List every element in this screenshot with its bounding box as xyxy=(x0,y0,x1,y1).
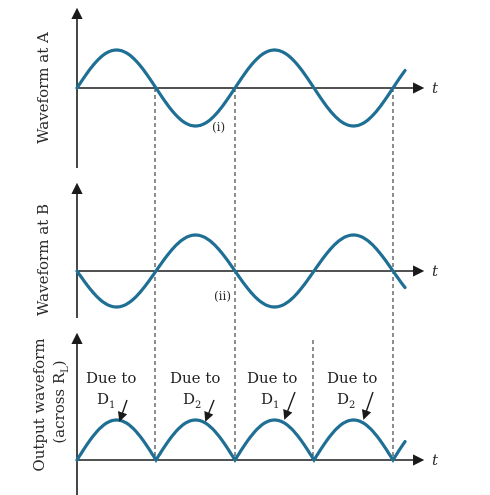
t-label-a: t xyxy=(432,79,439,97)
annotation-diode: D2 xyxy=(183,390,201,411)
marker-ii: (ii) xyxy=(214,289,231,303)
annotation-diode: D2 xyxy=(337,390,355,411)
annotation-arrow xyxy=(283,391,296,420)
ylabel-output-close: ) xyxy=(50,360,68,366)
annotation-text: Due to xyxy=(327,369,377,387)
annotation-due-to-4: Due to D2 xyxy=(327,369,377,420)
annotation-text: Due to xyxy=(86,369,136,387)
ylabel-waveform-b: Waveform at B xyxy=(34,204,52,316)
annotation-diode: D1 xyxy=(261,390,279,411)
diode-sub: 1 xyxy=(109,400,115,411)
ylabel-output-line1: Output waveform xyxy=(30,338,48,471)
t-label-out: t xyxy=(432,451,439,469)
annotation-text: Due to xyxy=(170,369,220,387)
diode-letter: D xyxy=(183,390,195,408)
annotation-diode: D1 xyxy=(97,390,115,411)
annotation-due-to-2: Due to D2 xyxy=(170,369,220,422)
t-label-b: t xyxy=(432,262,439,280)
ylabel-output-sub: L xyxy=(60,366,71,373)
diode-sub: 1 xyxy=(273,400,279,411)
diode-sub: 2 xyxy=(349,400,355,411)
waveform-a-curve xyxy=(75,48,407,128)
ylabel-output-prefix: (across R xyxy=(50,372,68,444)
output-waveform-curve xyxy=(75,418,407,464)
ylabel-waveform-a: Waveform at A xyxy=(34,32,52,144)
annotation-text: Due to xyxy=(247,369,297,387)
diode-letter: D xyxy=(337,390,349,408)
annotation-due-to-3: Due to D1 xyxy=(247,369,297,420)
annotation-due-to-1: Due to D1 xyxy=(86,369,136,422)
annotation-arrow xyxy=(361,391,374,420)
diode-letter: D xyxy=(261,390,273,408)
annotation-arrow xyxy=(117,399,128,422)
ylabel-output-line2: (across RL) xyxy=(50,360,71,443)
waveform-b-curve xyxy=(75,233,407,309)
marker-i: (i) xyxy=(212,120,225,134)
diode-sub: 2 xyxy=(195,400,201,411)
diode-letter: D xyxy=(97,390,109,408)
annotation-arrow xyxy=(204,399,215,422)
